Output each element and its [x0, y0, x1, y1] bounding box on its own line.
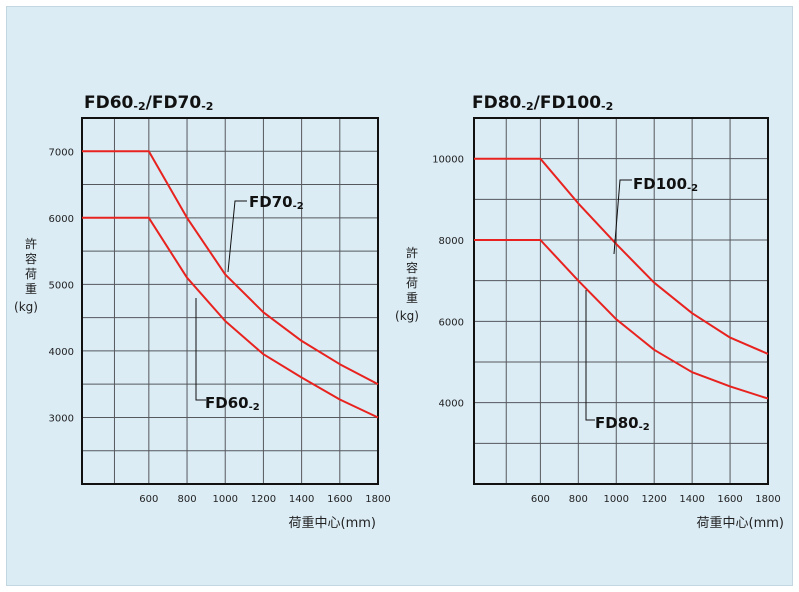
- label-part: FD80: [472, 93, 522, 113]
- y-tick-label: 6000: [439, 317, 464, 328]
- x-tick-label: 600: [139, 494, 158, 505]
- x-tick-label: 1800: [365, 494, 390, 505]
- series-label-leader: [227, 200, 247, 273]
- series-line-FD70-2: [82, 150, 379, 386]
- label-part: FD70: [249, 193, 293, 211]
- y-tick-label: 5000: [49, 280, 74, 291]
- x-tick-label: 1800: [755, 494, 780, 505]
- x-tick-label: 1200: [641, 494, 666, 505]
- x-axis-label: 荷重中心(mm): [289, 515, 376, 531]
- y-axis-label-char: 許: [406, 246, 418, 260]
- series-line-FD60-2: [82, 216, 379, 419]
- series-label-leader: [613, 179, 632, 255]
- label-part: -2: [687, 183, 698, 194]
- y-tick-label: 7000: [49, 147, 74, 158]
- y-tick-label: 8000: [439, 236, 464, 247]
- x-tick-label: 1600: [327, 494, 352, 505]
- y-axis-label-char: 重: [25, 282, 37, 296]
- x-tick-label: 1000: [212, 494, 237, 505]
- x-tick-label: 1600: [717, 494, 742, 505]
- series-label: FD70-2: [249, 193, 304, 212]
- series-label: FD80-2: [595, 414, 650, 433]
- series-label: FD100-2: [633, 175, 698, 194]
- label-part: -2: [201, 100, 213, 113]
- series-label: FD60-2: [205, 394, 260, 413]
- x-tick-label: 800: [569, 494, 588, 505]
- x-axis-label: 荷重中心(mm): [697, 515, 784, 531]
- x-tick-label: 800: [177, 494, 196, 505]
- label-part: -2: [639, 422, 650, 433]
- y-tick-label: 3000: [49, 413, 74, 424]
- chart-title: FD60-2/FD70-2: [84, 93, 213, 113]
- label-part: -2: [521, 100, 533, 113]
- y-tick-label: 4000: [49, 347, 74, 358]
- x-tick-label: 1200: [251, 494, 276, 505]
- series-line-FD100-2: [474, 157, 769, 355]
- label-part: FD100: [633, 175, 687, 193]
- y-axis-label-char: 荷: [25, 267, 37, 281]
- series-line-FD80-2: [474, 239, 769, 400]
- plot-area: [474, 118, 768, 484]
- y-tick-label: 4000: [439, 399, 464, 410]
- plot-frame: [473, 117, 769, 485]
- x-tick-label: 1400: [289, 494, 314, 505]
- label-part: FD60: [84, 93, 134, 113]
- y-tick-label: 10000: [432, 155, 464, 166]
- x-tick-label: 600: [531, 494, 550, 505]
- label-part: -2: [601, 100, 613, 113]
- label-part: -2: [293, 201, 304, 212]
- y-axis-label-char: 容: [25, 251, 37, 266]
- y-tick-label: 6000: [49, 214, 74, 225]
- plot-frame: [81, 117, 379, 485]
- y-axis-label-char: 荷: [406, 276, 418, 290]
- chart-title: FD80-2/FD100-2: [472, 93, 613, 113]
- label-part: FD60: [205, 394, 249, 412]
- label-part: /FD100: [534, 93, 602, 113]
- y-axis-label-unit: (kg): [14, 300, 38, 314]
- label-part: /FD70: [146, 93, 202, 113]
- y-axis-label-char: 重: [406, 291, 418, 305]
- label-part: -2: [249, 402, 260, 413]
- y-axis-label-unit: (kg): [395, 309, 419, 323]
- plot-area: [82, 118, 378, 484]
- y-axis-label-char: 許: [25, 237, 37, 251]
- x-tick-label: 1400: [679, 494, 704, 505]
- y-axis-label-char: 容: [406, 260, 418, 275]
- series-label-leader: [195, 298, 206, 401]
- series-label-leader: [585, 290, 595, 421]
- x-tick-label: 1000: [604, 494, 629, 505]
- label-part: FD80: [595, 414, 639, 432]
- label-part: -2: [133, 100, 145, 113]
